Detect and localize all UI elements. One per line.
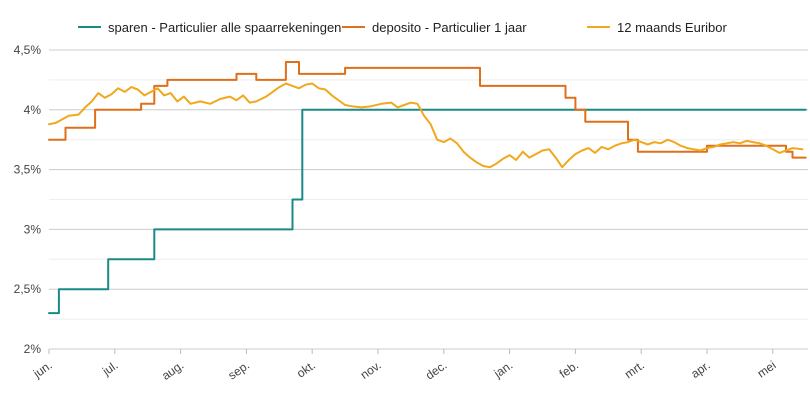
- series-line-3: [48, 82, 804, 169]
- x-tick-label: okt.: [294, 358, 318, 381]
- y-tick-label: 2,5%: [14, 282, 42, 296]
- y-tick-label: 4,5%: [14, 43, 42, 57]
- legend-label-3[interactable]: 12 maands Euribor: [617, 20, 728, 35]
- series-line-2: [48, 61, 807, 159]
- y-tick-label: 3,5%: [14, 163, 42, 177]
- x-tick-label: mei: [755, 358, 779, 381]
- y-tick-label: 4%: [24, 103, 42, 117]
- x-tick-label: aug.: [159, 358, 186, 383]
- x-tick-label: sep.: [226, 358, 253, 382]
- x-tick-label: mrt.: [622, 358, 647, 381]
- x-tick-label: dec.: [423, 358, 450, 382]
- x-tick-label: jan.: [491, 358, 516, 381]
- y-tick-label: 2%: [24, 342, 42, 356]
- x-tick-label: nov.: [358, 358, 384, 382]
- x-tick-label: jul.: [99, 358, 120, 379]
- legend-label-1[interactable]: sparen - Particulier alle spaarrekeninge…: [108, 20, 341, 35]
- series-line-1: [48, 108, 807, 315]
- x-tick-label: jun.: [30, 358, 55, 381]
- x-tick-label: feb.: [557, 358, 581, 381]
- x-tick-label: apr.: [688, 358, 712, 381]
- y-tick-label: 3%: [24, 222, 42, 236]
- legend-label-2[interactable]: deposito - Particulier 1 jaar: [372, 20, 527, 35]
